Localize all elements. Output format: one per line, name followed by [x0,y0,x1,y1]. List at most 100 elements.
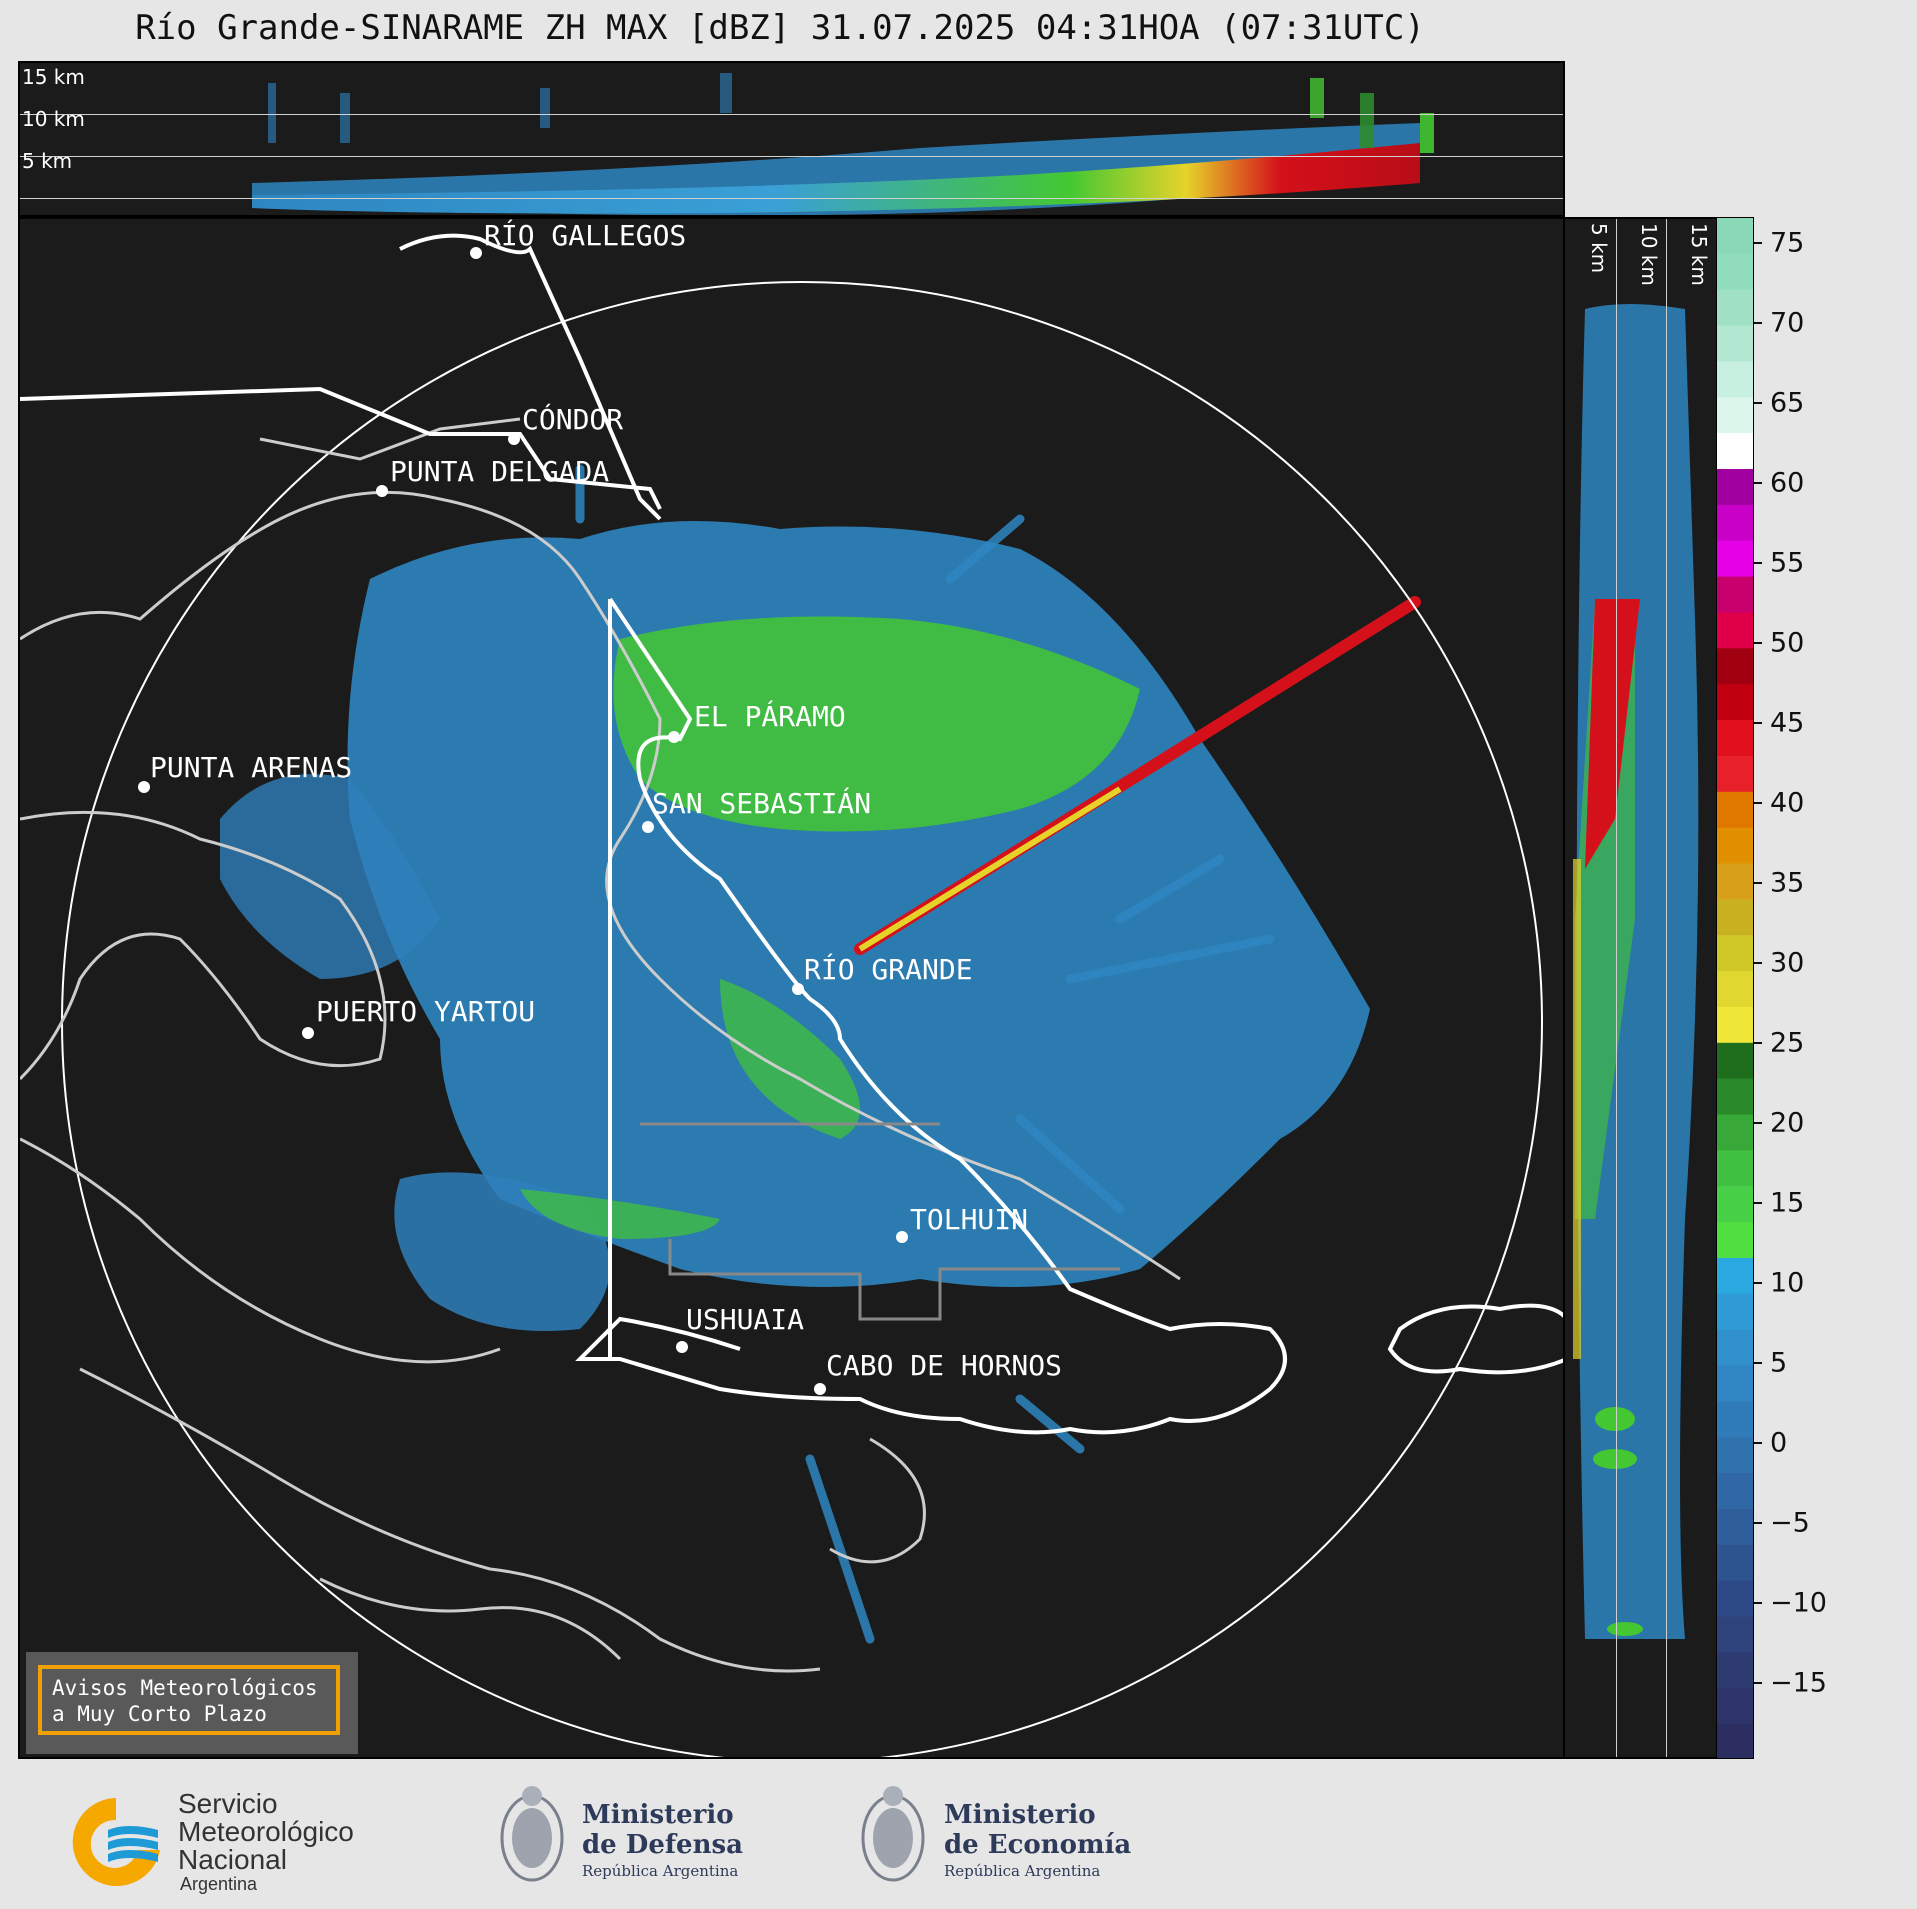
colorbar-tick-mark [1754,642,1762,644]
altitude-line-15km [20,114,1563,115]
colorbar-band [1717,1544,1753,1582]
colorbar-band [1717,504,1753,542]
colorbar-band [1717,1508,1753,1546]
colorbar-tick-mark [1754,802,1762,804]
footer: Servicio Meteorológico Nacional Argentin… [0,1760,1917,1909]
colorbar-tick-label: 25 [1770,1027,1805,1059]
colorbar-band [1717,1150,1753,1187]
colorbar-band [1717,612,1753,649]
colorbar-tick-mark [1754,482,1762,484]
colorbar-band [1717,1078,1753,1116]
colorbar-band [1717,253,1753,291]
colorbar-tick-mark [1754,1442,1762,1444]
economia-coat-of-arms-icon [861,1786,925,1882]
colorbar-band [1717,325,1753,363]
colorbar-tick-mark [1754,1522,1762,1524]
colorbar [1716,217,1754,1759]
echo-area-west [220,774,440,979]
colorbar-tick-mark [1754,882,1762,884]
colorbar-tick-label: 65 [1770,387,1805,419]
colorbar-tick-mark [1754,402,1762,404]
city-label-rio-grande: RÍO GRANDE [804,953,973,986]
altitude-label-15km-right: 15 km [1687,223,1711,286]
top-cross-section-echoes [252,73,1434,215]
colorbar-band [1717,755,1753,793]
colorbar-band [1717,289,1753,327]
colorbar-tick-label: 50 [1770,627,1805,659]
altitude-line-5km [20,198,1563,199]
colorbar-band [1717,684,1753,721]
smn-logo-line2: Meteorológico [178,1816,354,1847]
colorbar-tick-label: −5 [1770,1507,1810,1539]
right-cross-section-panel: 5 km 10 km 15 km [1563,217,1718,1759]
colorbar-tick-mark [1754,1282,1762,1284]
colorbar-band [1717,720,1753,757]
city-label-el-paramo: EL PÁRAMO [694,700,846,733]
echo-green-south [520,1189,720,1239]
defensa-coat-of-arms-icon [500,1786,564,1882]
city-label-punta-delgada: PUNTA DELGADA [390,455,610,488]
colorbar-band [1717,1329,1753,1367]
city-dot-rio-gallegos [470,247,482,259]
economia-line3: República Argentina [944,1862,1101,1880]
altitude-label-15km: 15 km [22,65,85,89]
alert-box[interactable]: Avisos Meteorológicos a Muy Corto Plazo [26,1652,358,1754]
city-label-san-sebastian: SAN SEBASTIÁN [652,787,872,820]
colorbar-band [1717,1437,1753,1474]
colorbar-tick-mark [1754,1042,1762,1044]
city-label-puerto-yartou: PUERTO YARTOU [316,995,536,1028]
city-dot-ushuaia [676,1341,688,1353]
chart-title: Río Grande-SINARAME ZH MAX [dBZ] 31.07.2… [135,8,1425,48]
colorbar-band [1717,1580,1753,1618]
colorbar-band [1717,1688,1753,1725]
radar-map-panel: RÍO GALLEGOS CÓNDOR PUNTA DELGADA EL PÁR… [18,217,1565,1759]
smn-logo-line1: Servicio [178,1788,278,1819]
colorbar-tick-mark [1754,242,1762,244]
colorbar-tick-mark [1754,962,1762,964]
colorbar-band [1717,218,1753,255]
colorbar-band [1717,361,1753,398]
colorbar-band [1717,1473,1753,1510]
city-label-ushuaia: USHUAIA [686,1303,805,1336]
altitude-line-5km-right [1616,219,1617,1757]
city-dot-punta-delgada [376,485,388,497]
colorbar-band [1717,576,1753,614]
city-dot-condor [508,433,520,445]
echo-green-central [720,979,860,1139]
echo-green-north [613,616,1140,832]
altitude-label-5km-right: 5 km [1587,223,1611,274]
colorbar-band [1717,935,1753,972]
altitude-line-10km-right [1666,219,1667,1757]
colorbar-band [1717,1616,1753,1654]
colorbar-tick-label: 60 [1770,467,1805,499]
colorbar-band [1717,1006,1753,1044]
colorbar-band [1717,1365,1753,1402]
colorbar-band [1717,1401,1753,1438]
economia-line1: Ministerio [944,1800,1096,1830]
colorbar-band [1717,1186,1753,1223]
city-label-condor: CÓNDOR [522,403,624,436]
colorbar-band [1717,1652,1753,1689]
colorbar-band [1717,433,1753,470]
colorbar-gradient [1717,218,1753,1758]
colorbar-band [1717,899,1753,936]
city-dot-san-sebastian [642,821,654,833]
radar-map [20,233,1563,1757]
colorbar-tick-label: 35 [1770,867,1805,899]
colorbar-band [1717,827,1753,865]
colorbar-tick-label: 20 [1770,1107,1805,1139]
colorbar-tick-label: −15 [1770,1667,1827,1699]
altitude-label-10km-right: 10 km [1637,223,1661,286]
city-label-rio-gallegos: RÍO GALLEGOS [484,219,687,252]
colorbar-band [1717,1257,1753,1295]
colorbar-tick-mark [1754,1362,1762,1364]
provincial-borders [640,1122,1120,1321]
city-dot-rio-grande [792,983,804,995]
colorbar-band [1717,1042,1753,1080]
colorbar-tick-label: 55 [1770,547,1805,579]
colorbar-tick-label: 70 [1770,307,1805,339]
colorbar-band [1717,971,1753,1008]
economia-line2: de Economía [944,1830,1132,1860]
alert-line-1: Avisos Meteorológicos [52,1676,318,1700]
colorbar-tick-label: 15 [1770,1187,1805,1219]
